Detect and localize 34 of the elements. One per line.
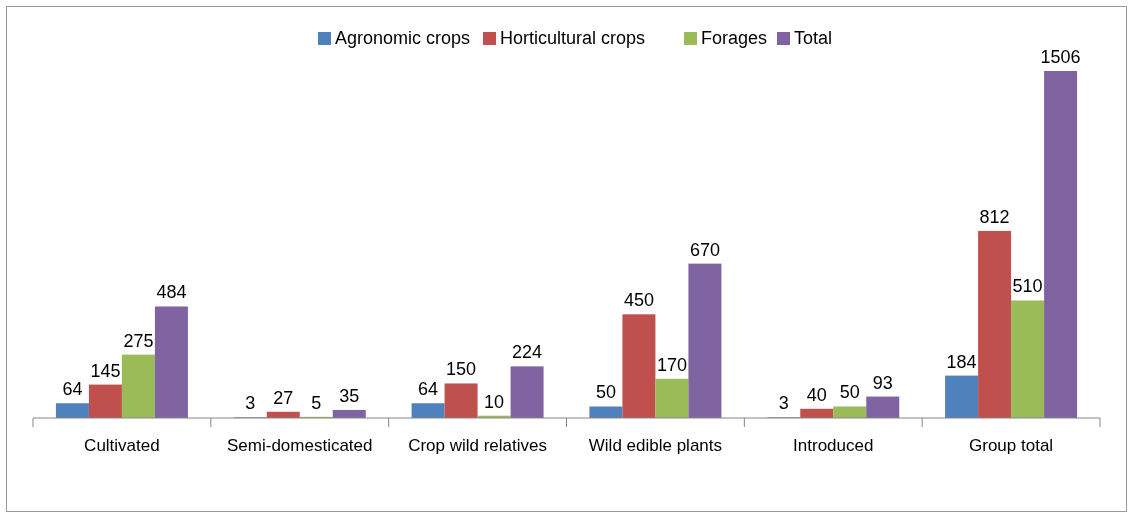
data-label: 27 (273, 387, 294, 408)
data-label: 64 (62, 379, 83, 400)
data-label: 224 (512, 342, 543, 363)
legend-label: Horticultural crops (500, 28, 646, 48)
data-label: 5 (311, 392, 322, 413)
data-label: 450 (623, 290, 654, 311)
x-tick-label: Introduced (793, 436, 874, 455)
x-tick-label: Semi-domesticated (226, 436, 373, 455)
legend-label: Agronomic crops (335, 28, 471, 48)
data-label: 150 (446, 359, 477, 380)
x-tick-label: Cultivated (84, 436, 160, 455)
data-label: 275 (123, 330, 154, 351)
legend-label: Total (794, 28, 833, 48)
data-label: 484 (156, 282, 187, 303)
data-label: 50 (839, 382, 860, 403)
data-label: 50 (595, 382, 616, 403)
data-label: 510 (1012, 276, 1043, 297)
data-label: 670 (689, 239, 720, 260)
data-label: 35 (339, 385, 360, 406)
data-label: 64 (418, 379, 439, 400)
data-label: 184 (946, 351, 977, 372)
data-label: 3 (245, 393, 256, 414)
data-label: 3 (778, 393, 789, 414)
legend-label: Forages (701, 28, 768, 48)
data-label: 170 (656, 354, 687, 375)
data-label: 1506 (1040, 47, 1081, 68)
data-label: 10 (484, 391, 505, 412)
data-label: 40 (806, 384, 827, 405)
data-label: 812 (979, 206, 1010, 227)
x-tick-label: Crop wild relatives (408, 436, 548, 455)
x-tick-label: Group total (969, 436, 1054, 455)
x-tick-label: Wild edible plants (588, 436, 723, 455)
data-label: 93 (872, 372, 893, 393)
data-label: 145 (90, 360, 121, 381)
